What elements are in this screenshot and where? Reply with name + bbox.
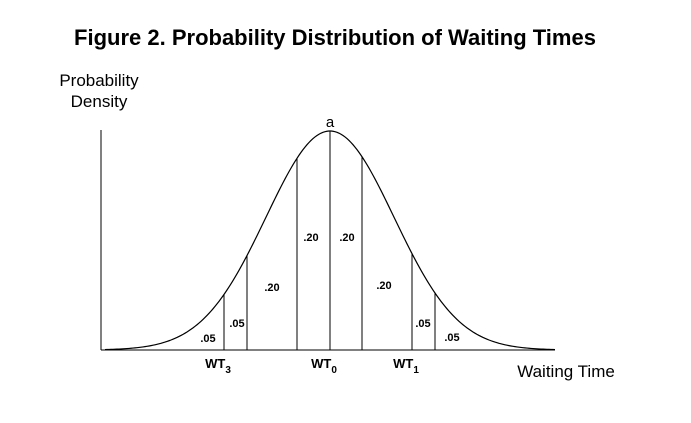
region-label: .05 — [229, 318, 244, 330]
region-label: .20 — [339, 232, 354, 244]
region-label: .20 — [264, 282, 279, 294]
region-label: .05 — [444, 332, 459, 344]
region-label: .20 — [303, 232, 318, 244]
region-label: .05 — [415, 318, 430, 330]
marker-sub: 0 — [331, 365, 337, 376]
x-axis-label: Waiting Time — [517, 362, 615, 381]
region-label: .05 — [200, 333, 215, 345]
marker-label: WT3 — [205, 356, 231, 376]
title: Figure 2. Probability Distribution of Wa… — [74, 25, 596, 50]
marker-sub: 3 — [225, 365, 231, 376]
marker-base: WT — [311, 356, 331, 371]
region-label: .20 — [376, 280, 391, 292]
marker-sub: 1 — [413, 365, 419, 376]
y-axis-label: Density — [71, 92, 128, 111]
marker-label: WT0 — [311, 356, 337, 376]
peak-label: a — [326, 114, 335, 131]
y-axis-label: Probability — [59, 71, 139, 90]
marker-base: WT — [393, 356, 413, 371]
marker-label: WT1 — [393, 356, 419, 376]
marker-base: WT — [205, 356, 225, 371]
